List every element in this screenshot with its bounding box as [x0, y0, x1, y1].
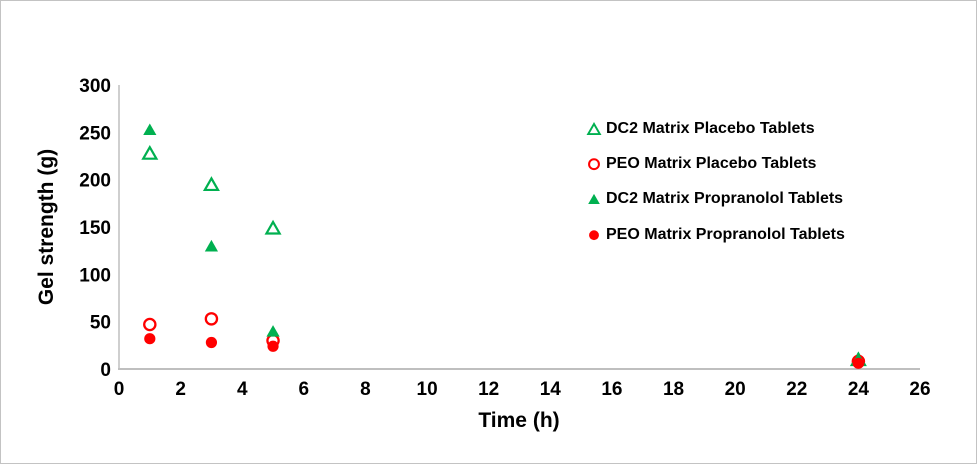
data-point-marker [266, 325, 280, 337]
series-circle-open [143, 312, 866, 369]
data-point-marker [588, 158, 600, 171]
x-tick-label: 10 [417, 379, 438, 400]
x-tick-label: 6 [299, 379, 310, 400]
x-axis-title: Time (h) [478, 409, 560, 432]
y-tick-label: 200 [79, 171, 111, 192]
y-tick-label: 100 [79, 265, 111, 286]
x-tick-label: 20 [725, 379, 746, 400]
circle-open-icon [588, 158, 600, 171]
x-tick-label: 8 [360, 379, 371, 400]
triangle-open-icon [586, 121, 602, 135]
legend-label: DC2 Matrix Propranolol Tablets [606, 190, 844, 208]
x-tick-label: 26 [909, 379, 930, 400]
legend-item-peo-propranolol: PEO Matrix Propranolol Tablets [586, 217, 845, 252]
y-tick-label: 50 [90, 313, 111, 334]
x-tick-label: 4 [237, 379, 248, 400]
triangle-filled-icon [588, 194, 600, 205]
y-tick-label: 300 [79, 76, 111, 97]
data-point-marker [588, 194, 600, 205]
legend-label: DC2 Matrix Placebo Tablets [606, 119, 815, 137]
y-tick-label: 250 [79, 123, 111, 144]
y-tick-label: 0 [100, 360, 111, 381]
x-tick-label: 14 [540, 379, 562, 400]
legend: DC2 Matrix Placebo Tablets PEO Matrix Pl… [586, 111, 845, 253]
data-point-marker [204, 312, 219, 326]
data-point-marker [141, 144, 159, 160]
data-point-marker [144, 333, 156, 345]
data-point-marker [202, 176, 220, 192]
data-point-marker [589, 230, 599, 240]
data-point-marker [267, 340, 279, 352]
data-point-marker [586, 121, 602, 135]
data-point-marker [143, 317, 157, 332]
x-tick-label: 18 [663, 379, 684, 400]
data-point-marker [143, 123, 157, 136]
legend-label: PEO Matrix Propranolol Tablets [606, 225, 845, 243]
legend-label: PEO Matrix Placebo Tablets [606, 155, 817, 173]
x-tick-label: 0 [114, 379, 125, 400]
legend-item-peo-placebo: PEO Matrix Placebo Tablets [586, 146, 845, 181]
legend-item-dc2-propranolol: DC2 Matrix Propranolol Tablets [586, 182, 845, 217]
data-point-marker [264, 219, 282, 235]
data-point-marker [204, 239, 219, 252]
x-tick-label: 22 [786, 379, 807, 400]
x-tick-label: 24 [848, 379, 870, 400]
y-axis-title: Gel strength (g) [35, 148, 58, 306]
legend-item-dc2-placebo: DC2 Matrix Placebo Tablets [586, 111, 845, 146]
data-point-marker [205, 336, 218, 349]
circle-filled-icon [589, 230, 599, 240]
x-tick-label: 12 [478, 379, 499, 400]
x-tick-label: 2 [175, 379, 186, 400]
data-point-marker [852, 357, 864, 369]
x-tick-label: 16 [601, 379, 622, 400]
y-tick-label: 150 [79, 218, 111, 239]
series-circle-filled [144, 333, 864, 369]
